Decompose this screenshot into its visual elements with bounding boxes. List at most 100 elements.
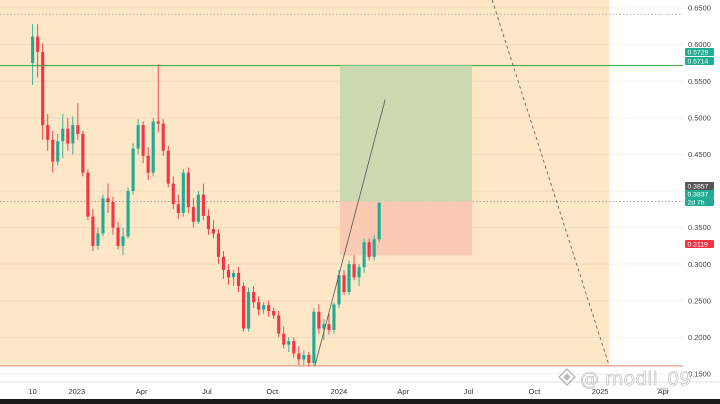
candle-body <box>56 141 60 162</box>
candle <box>252 286 256 309</box>
candle <box>176 194 180 219</box>
candle <box>86 169 90 221</box>
projection-lines[interactable] <box>314 0 610 367</box>
candle-body <box>51 139 55 162</box>
diamond-shape <box>558 368 576 386</box>
candle <box>372 234 376 261</box>
price-tick-label: 0.6000 <box>688 40 711 49</box>
candle <box>322 319 326 341</box>
candle-body <box>372 239 376 257</box>
candle-body <box>367 242 371 257</box>
candle <box>91 209 95 252</box>
price-tick-label: 0.5500 <box>688 77 711 86</box>
candle <box>171 176 175 210</box>
candle <box>196 191 200 224</box>
candle <box>101 194 105 237</box>
price-tick-label: 0.6500 <box>688 4 711 13</box>
price-tick-label: 0.5000 <box>688 113 711 122</box>
candle-body <box>277 315 281 334</box>
candle-body <box>342 275 346 292</box>
candle <box>206 209 210 235</box>
candle-body <box>362 242 366 268</box>
price-tag <box>685 57 714 65</box>
candle <box>186 167 190 213</box>
candle-body <box>312 311 316 363</box>
candle-body <box>302 354 306 360</box>
candle <box>327 313 331 335</box>
time-tick-label: Apr <box>397 387 409 396</box>
time-tick-label: Oct <box>529 387 542 396</box>
candle-body <box>206 215 210 230</box>
time-tick-label: Jul <box>202 387 212 396</box>
candle <box>161 119 165 156</box>
candle-body <box>111 201 115 228</box>
candle <box>272 308 276 320</box>
candle-body <box>257 302 261 310</box>
candle <box>317 304 321 334</box>
candle-body <box>231 272 236 278</box>
price-tag <box>685 240 714 248</box>
candle <box>126 187 130 239</box>
trend-projection-line <box>314 99 386 367</box>
candle <box>76 103 80 140</box>
candle <box>166 145 170 188</box>
price-tick-label: 0.2500 <box>688 296 711 305</box>
candle-body <box>337 275 341 305</box>
candle <box>146 147 150 181</box>
candle <box>221 251 226 279</box>
candle <box>297 346 301 366</box>
candle-body <box>76 125 80 134</box>
candle <box>121 227 125 256</box>
candle-body <box>221 256 226 271</box>
candle <box>377 201 381 243</box>
candle <box>231 270 236 287</box>
candle-body <box>181 172 185 213</box>
candle-body <box>146 155 150 173</box>
price-tag-label: 2d 7h <box>688 199 705 206</box>
candle-body <box>201 194 205 216</box>
candle-body <box>297 353 301 360</box>
long-position-tool[interactable] <box>339 65 473 256</box>
candle-body <box>307 354 311 363</box>
candle-body <box>136 125 140 149</box>
candle <box>191 198 195 228</box>
price-tag <box>685 182 714 190</box>
candle <box>267 300 271 317</box>
watermark: @ modii_09 <box>558 368 692 390</box>
candle-body <box>156 121 160 124</box>
candle-body <box>317 311 321 329</box>
candle-body <box>31 36 35 63</box>
candle <box>201 183 205 221</box>
candle-body <box>292 341 296 354</box>
candle <box>36 24 40 78</box>
candle-body <box>46 125 50 140</box>
time-tick-label: Jul <box>464 387 474 396</box>
price-tag <box>685 198 714 206</box>
candle <box>367 238 371 261</box>
time-axis-background <box>0 382 720 404</box>
candle <box>347 260 351 295</box>
price-tick-label: 0.3500 <box>688 223 711 232</box>
candle <box>46 114 50 151</box>
candle <box>151 117 155 177</box>
price-tick-label: 0.1500 <box>688 370 711 379</box>
candle <box>106 183 110 213</box>
candle <box>66 117 70 151</box>
candle <box>61 114 65 159</box>
time-tick-label: 2025 <box>592 387 609 396</box>
candle <box>302 350 306 366</box>
candle-body <box>242 286 246 329</box>
candle-body <box>101 198 105 234</box>
time-axis[interactable]: 10 2023 Apr Jul Oct 2024 Apr Jul Oct 2025 Apr <box>0 381 720 404</box>
candle <box>216 229 221 265</box>
candle <box>282 326 286 349</box>
candle-body <box>282 333 286 345</box>
candle-body <box>41 51 45 126</box>
candle-body <box>131 148 135 191</box>
candle-body <box>66 128 70 144</box>
candle <box>337 270 341 309</box>
candle <box>362 238 366 273</box>
candle <box>31 24 35 85</box>
